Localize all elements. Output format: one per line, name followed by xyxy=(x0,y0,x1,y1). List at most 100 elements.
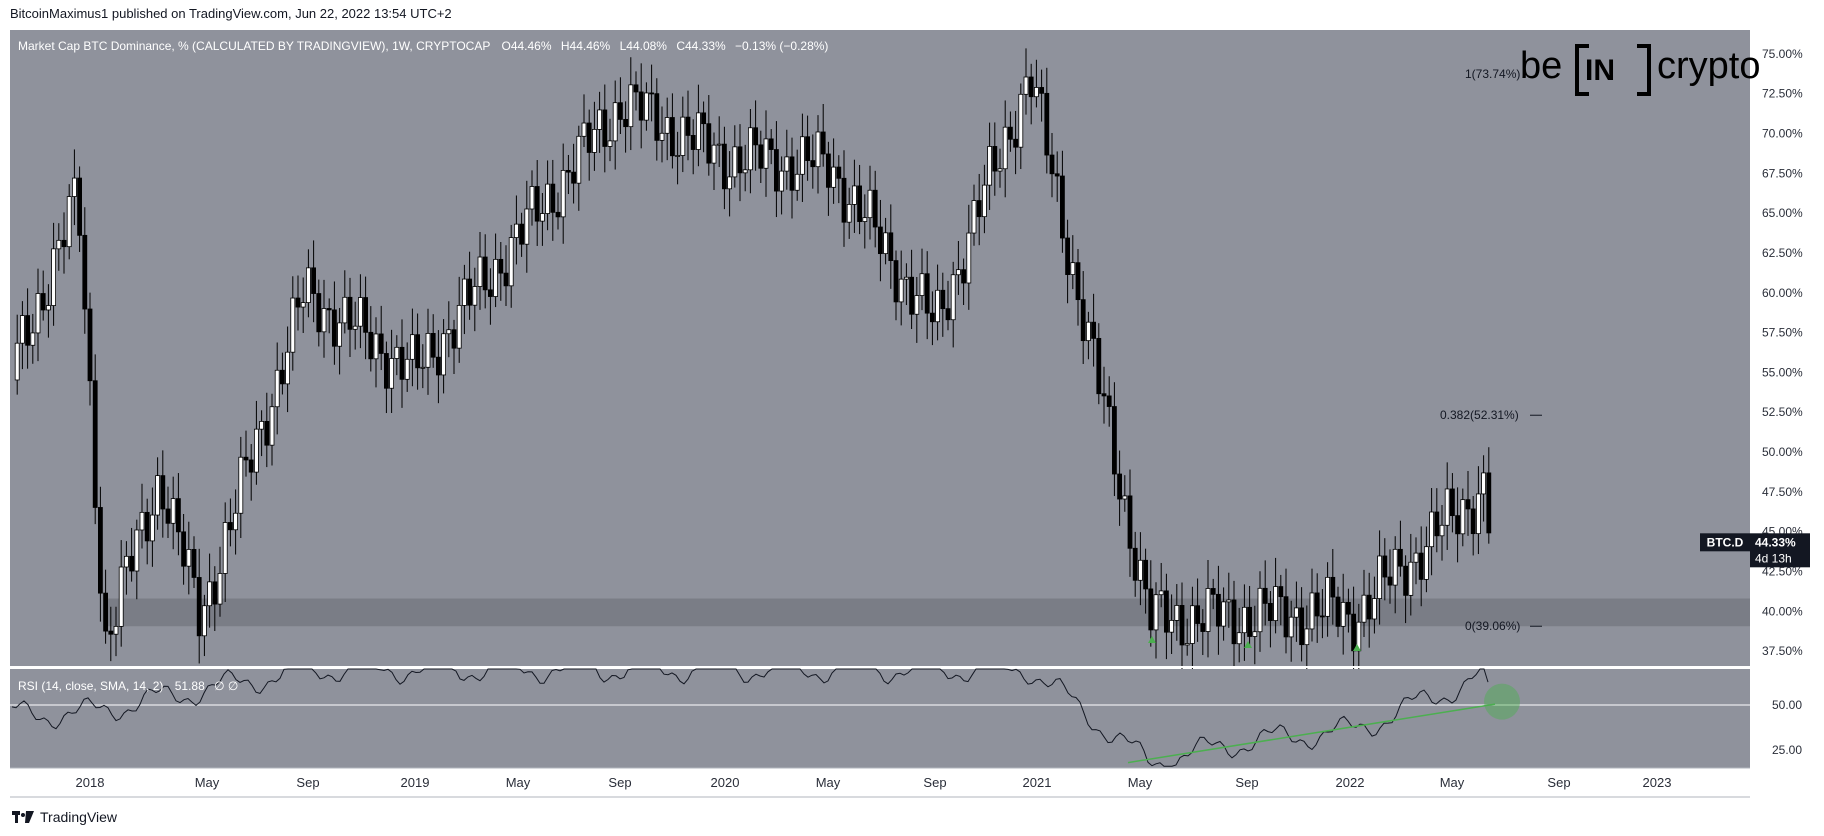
candle-body xyxy=(1086,321,1091,342)
candle-body xyxy=(862,217,868,222)
candle-body xyxy=(212,581,218,605)
candle-body xyxy=(1294,607,1299,618)
candle-body xyxy=(1122,495,1128,500)
candle-body xyxy=(40,293,46,311)
candle-body xyxy=(727,176,732,190)
candle-body xyxy=(103,592,108,632)
candle-body xyxy=(129,555,135,572)
candle-body xyxy=(66,196,72,248)
candle-body xyxy=(904,276,909,280)
candle-body xyxy=(914,295,920,315)
divergence-markers xyxy=(1148,636,1361,651)
candle-body xyxy=(534,186,540,222)
candle-body xyxy=(1361,594,1367,623)
candle-body xyxy=(919,273,925,296)
candle-body xyxy=(940,289,946,310)
price-tick-label: 70.00% xyxy=(1762,127,1803,141)
candle-body xyxy=(1075,262,1081,301)
candle-body xyxy=(1278,586,1284,598)
candle-body xyxy=(878,226,883,255)
time-tick-label: Sep xyxy=(1547,775,1570,790)
candle-body xyxy=(571,171,576,184)
candle-body xyxy=(1481,472,1486,495)
candle-body xyxy=(394,346,400,359)
time-tick-label: Sep xyxy=(923,775,946,790)
candle-body xyxy=(404,358,410,380)
candle-body xyxy=(1002,126,1008,170)
candle-body xyxy=(831,166,836,188)
candle-body xyxy=(732,146,738,178)
candle-body xyxy=(602,109,608,147)
time-tick-label: 2023 xyxy=(1643,775,1672,790)
time-tick-label: Sep xyxy=(608,775,631,790)
candle-body xyxy=(846,204,852,223)
chart[interactable]: 75.00% 72.50% 70.00% 67.50% 65.00% 62.50% 60.0… xyxy=(0,0,1824,800)
candle-body xyxy=(1387,576,1393,586)
candle-body xyxy=(456,304,462,349)
price-axis[interactable]: 75.00% 72.50% 70.00% 67.50% 65.00% 62.50% 60.0… xyxy=(1762,47,1803,658)
bullish-marker-icon xyxy=(1353,644,1361,651)
candle-body xyxy=(1096,337,1102,395)
candle-body xyxy=(1174,605,1180,621)
candle-body xyxy=(1216,593,1221,627)
candle-body xyxy=(1184,643,1190,646)
candle-body xyxy=(722,143,727,190)
candle-body xyxy=(716,143,722,146)
candle-body xyxy=(248,459,254,473)
candle-body xyxy=(337,322,343,347)
candle-body xyxy=(269,406,275,446)
candle-body xyxy=(976,200,982,218)
time-tick-label: May xyxy=(1440,775,1465,790)
candle-body xyxy=(1190,605,1195,644)
candle-body xyxy=(779,170,784,192)
candle-body xyxy=(1465,499,1471,510)
time-axis-area[interactable] xyxy=(10,768,1750,798)
candle-body xyxy=(1117,473,1122,500)
candle-body xyxy=(1236,632,1242,645)
candle-body xyxy=(51,248,56,306)
candle-body xyxy=(363,297,369,333)
candle-body xyxy=(378,333,384,354)
footer-brand[interactable]: TradingView xyxy=(40,809,118,825)
candle-body xyxy=(477,256,483,287)
price-axis-area[interactable] xyxy=(1750,30,1824,800)
candle-body xyxy=(72,177,77,197)
candle-body xyxy=(1460,499,1466,535)
candle-body xyxy=(1065,237,1070,275)
candle-body xyxy=(794,173,800,191)
candle-body xyxy=(784,156,790,172)
candle-body xyxy=(763,138,769,169)
candle-body xyxy=(1018,93,1024,148)
candle-body xyxy=(311,267,317,294)
candle-body xyxy=(342,296,348,324)
candle-body xyxy=(430,332,436,358)
candle-body xyxy=(1138,559,1143,581)
candle-body xyxy=(181,531,187,567)
price-tick-label: 60.00% xyxy=(1762,286,1803,300)
candle-body xyxy=(820,131,826,155)
candle-body xyxy=(77,177,82,236)
rsi-axis[interactable]: 50.00 25.00 xyxy=(1772,698,1802,757)
candle-body xyxy=(1054,173,1060,177)
candle-body xyxy=(638,91,644,121)
candle-body xyxy=(810,160,816,168)
candle-body xyxy=(1060,175,1065,239)
candle-body xyxy=(87,308,93,382)
time-axis[interactable]: 2018 May Sep 2019 May Sep 2020 May Sep 2021 May Sep… xyxy=(76,775,1672,790)
candle-body xyxy=(524,208,530,245)
candle-body xyxy=(1439,524,1445,537)
candle-body xyxy=(316,293,322,333)
candle-body xyxy=(1200,623,1206,632)
candle-body xyxy=(92,380,98,508)
candle-body xyxy=(1408,561,1414,596)
candle-body xyxy=(576,135,582,184)
candle-body xyxy=(753,127,758,146)
candle-body xyxy=(706,123,712,164)
candle-body xyxy=(305,267,311,303)
candle-body xyxy=(550,183,556,213)
candle-body xyxy=(789,156,795,191)
candle-body xyxy=(1169,619,1174,633)
candle-body xyxy=(1226,599,1232,603)
candle-body xyxy=(98,507,103,594)
candle-body xyxy=(201,605,207,637)
